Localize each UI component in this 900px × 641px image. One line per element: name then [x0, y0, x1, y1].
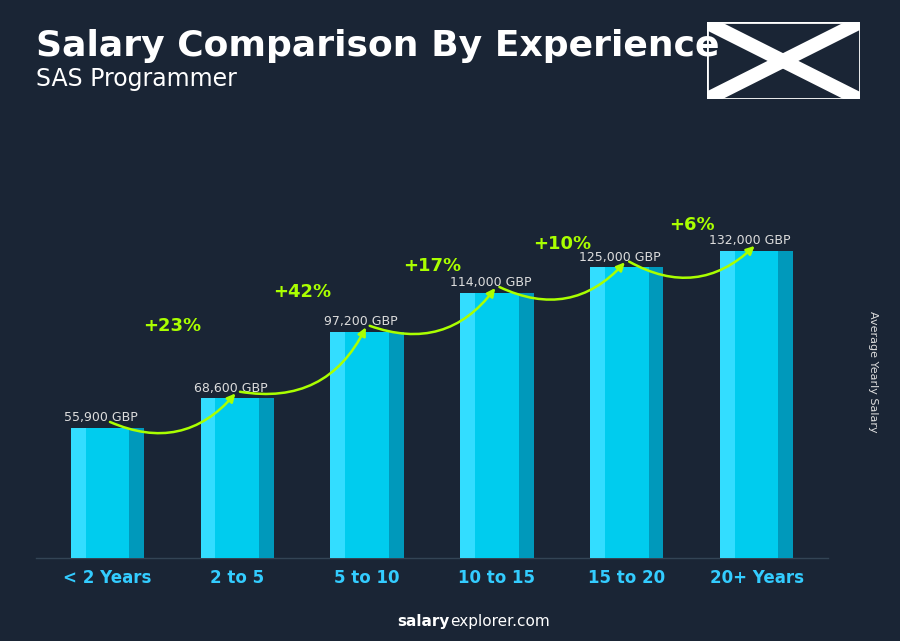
Bar	[71, 428, 86, 558]
Bar	[389, 332, 404, 558]
Bar	[201, 398, 215, 558]
Text: 114,000 GBP: 114,000 GBP	[450, 276, 531, 289]
Text: Salary Comparison By Experience: Salary Comparison By Experience	[36, 29, 719, 63]
Text: 68,600 GBP: 68,600 GBP	[194, 382, 267, 395]
Text: +42%: +42%	[273, 283, 331, 301]
Bar	[518, 293, 534, 558]
Bar	[259, 398, 274, 558]
Bar	[464, 293, 531, 558]
Text: +6%: +6%	[669, 216, 715, 234]
Text: +17%: +17%	[403, 257, 461, 275]
Bar	[460, 293, 475, 558]
Text: SAS Programmer: SAS Programmer	[36, 67, 237, 91]
Bar	[74, 428, 141, 558]
Text: +10%: +10%	[533, 235, 591, 253]
Text: 55,900 GBP: 55,900 GBP	[64, 412, 138, 424]
Bar	[593, 267, 661, 558]
Text: 132,000 GBP: 132,000 GBP	[709, 235, 791, 247]
Text: +23%: +23%	[143, 317, 202, 335]
Bar	[130, 428, 144, 558]
Text: explorer.com: explorer.com	[450, 615, 550, 629]
Bar	[590, 267, 605, 558]
Bar	[720, 251, 734, 558]
Text: 97,200 GBP: 97,200 GBP	[324, 315, 398, 328]
Bar	[649, 267, 663, 558]
Text: 125,000 GBP: 125,000 GBP	[580, 251, 662, 263]
Bar	[333, 332, 400, 558]
Bar	[723, 251, 790, 558]
Bar	[203, 398, 271, 558]
Text: salary: salary	[398, 615, 450, 629]
Text: Average Yearly Salary: Average Yearly Salary	[868, 311, 878, 433]
Bar	[330, 332, 346, 558]
Bar	[778, 251, 793, 558]
